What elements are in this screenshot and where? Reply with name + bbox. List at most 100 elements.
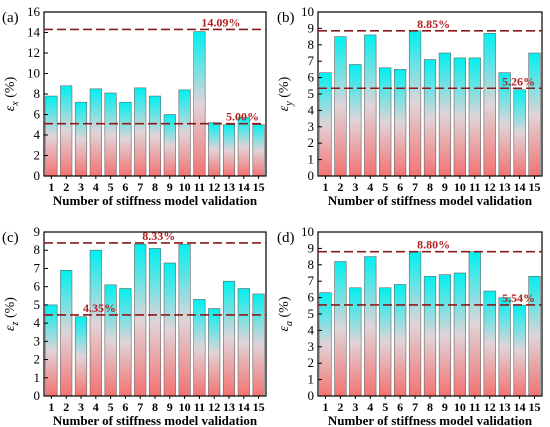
bar xyxy=(349,287,362,397)
x-tick-label: 3 xyxy=(78,400,84,414)
x-tick-label: 9 xyxy=(167,400,173,414)
x-tick-label: 2 xyxy=(63,400,69,414)
reference-label: 8.33% xyxy=(142,229,175,243)
x-tick-label: 14 xyxy=(238,400,250,414)
x-tick-label: 1 xyxy=(48,400,54,414)
y-tick-label: 3 xyxy=(308,339,315,354)
x-tick-label: 3 xyxy=(352,180,358,194)
bar xyxy=(74,101,88,177)
y-tick-label: 8 xyxy=(34,86,41,101)
y-tick-label: 8 xyxy=(34,242,41,257)
x-tick-label: 11 xyxy=(469,180,480,194)
bar xyxy=(45,304,58,397)
panel-label: (a) xyxy=(2,10,19,26)
y-tick-label: 4 xyxy=(308,102,315,117)
x-tick-label: 6 xyxy=(397,400,403,414)
y-tick-label: 16 xyxy=(27,4,41,19)
y-tick-label: 3 xyxy=(308,119,315,134)
x-tick-label: 14 xyxy=(238,180,250,194)
bar xyxy=(364,34,377,177)
bar xyxy=(45,95,58,177)
reference-label: 5.26% xyxy=(502,74,535,88)
x-tick-label: 12 xyxy=(484,180,496,194)
bar xyxy=(148,95,162,177)
x-tick-label: 7 xyxy=(412,400,418,414)
y-tick-label: 12 xyxy=(27,45,40,60)
bar xyxy=(237,288,250,397)
reference-label: 4.35% xyxy=(83,301,116,315)
x-tick-label: 7 xyxy=(137,180,143,194)
bar xyxy=(438,52,452,177)
bar xyxy=(513,304,526,397)
y-tick-label: 0 xyxy=(308,168,315,183)
y-tick-label: 7 xyxy=(308,53,315,68)
y-tick-label: 8 xyxy=(308,257,315,272)
y-tick-label: 2 xyxy=(34,352,41,367)
bar xyxy=(74,316,88,397)
bar xyxy=(379,287,392,397)
y-tick-label: 1 xyxy=(308,152,315,167)
x-tick-label: 11 xyxy=(194,400,205,414)
x-tick-label: 1 xyxy=(48,180,54,194)
bar xyxy=(408,30,422,177)
x-axis-label: Number of stiffness model validation xyxy=(328,193,533,208)
bar xyxy=(104,92,117,177)
bar xyxy=(319,292,332,397)
y-tick-label: 5 xyxy=(34,297,41,312)
x-tick-label: 15 xyxy=(253,180,265,194)
bar xyxy=(60,269,73,397)
reference-label: 5.54% xyxy=(502,291,535,305)
bar xyxy=(364,256,377,397)
bar xyxy=(178,89,191,177)
x-tick-label: 10 xyxy=(179,400,191,414)
x-tick-label: 13 xyxy=(223,400,235,414)
x-tick-label: 2 xyxy=(63,180,69,194)
bar xyxy=(349,64,362,177)
x-tick-label: 4 xyxy=(93,400,99,414)
y-axis-label: εz (%) xyxy=(3,297,21,331)
x-tick-label: 2 xyxy=(337,180,343,194)
y-tick-label: 10 xyxy=(301,4,314,19)
chart-panel-1: 1 2 3 4 5 6 7 8 9 10 11 12 13 14 150123456789108.85%5.… xyxy=(277,4,543,208)
y-tick-label: 7 xyxy=(34,260,41,275)
y-tick-label: 6 xyxy=(308,290,315,305)
bar xyxy=(453,272,466,397)
x-tick-label: 12 xyxy=(208,180,220,194)
reference-label: 5.00% xyxy=(226,110,259,124)
x-tick-label: 13 xyxy=(223,180,235,194)
bar xyxy=(513,89,526,177)
y-tick-label: 6 xyxy=(34,279,41,294)
x-tick-label: 5 xyxy=(382,400,388,414)
x-tick-label: 3 xyxy=(78,180,84,194)
panel-label: (c) xyxy=(2,230,19,246)
x-tick-label: 7 xyxy=(137,400,143,414)
x-axis-label: Number of stiffness model validation xyxy=(328,413,533,427)
x-tick-label: 7 xyxy=(412,180,418,194)
bar xyxy=(119,288,132,397)
bar xyxy=(222,124,236,177)
axes-frame xyxy=(43,231,267,397)
x-tick-label: 8 xyxy=(427,400,433,414)
x-tick-label: 10 xyxy=(454,180,466,194)
bar xyxy=(178,243,191,397)
bar xyxy=(119,101,132,177)
y-tick-label: 2 xyxy=(308,135,315,150)
y-tick-label: 4 xyxy=(308,322,315,337)
y-tick-label: 5 xyxy=(308,306,315,321)
y-tick-label: 4 xyxy=(34,127,41,142)
y-tick-label: 14 xyxy=(27,25,41,40)
bar xyxy=(423,275,437,397)
x-tick-label: 13 xyxy=(499,400,511,414)
y-axis-label: εy (%) xyxy=(277,76,295,111)
x-tick-label: 6 xyxy=(122,180,128,194)
y-tick-label: 1 xyxy=(308,372,315,387)
bar xyxy=(468,251,481,397)
y-tick-label: 0 xyxy=(34,388,41,403)
x-tick-label: 12 xyxy=(208,400,220,414)
x-tick-label: 5 xyxy=(108,400,114,414)
x-tick-label: 4 xyxy=(367,400,373,414)
x-tick-label: 4 xyxy=(93,180,99,194)
x-tick-label: 6 xyxy=(397,180,403,194)
y-tick-label: 3 xyxy=(34,333,41,348)
